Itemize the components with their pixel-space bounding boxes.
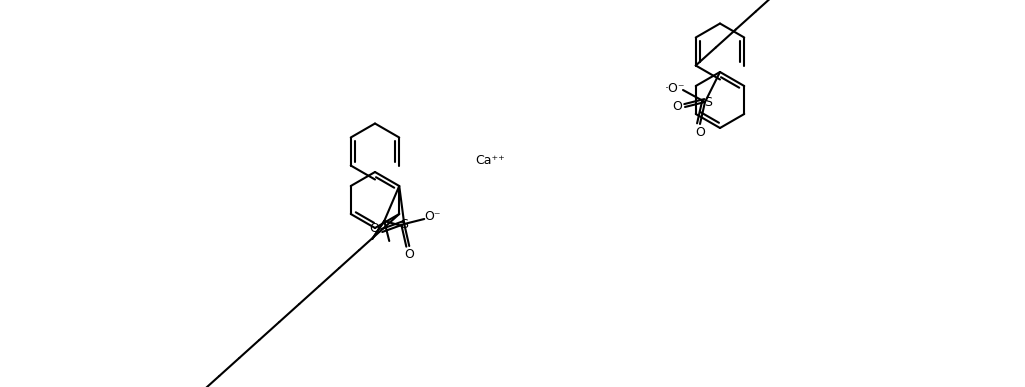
Text: S: S [704,96,712,108]
Text: O: O [672,101,682,113]
Text: Ca⁺⁺: Ca⁺⁺ [476,154,505,166]
Text: O: O [695,125,705,139]
Text: O⁻: O⁻ [424,211,441,224]
Text: ·O⁻: ·O⁻ [665,82,686,94]
Text: O: O [369,223,379,236]
Text: S: S [400,217,408,231]
Text: O: O [404,248,414,260]
